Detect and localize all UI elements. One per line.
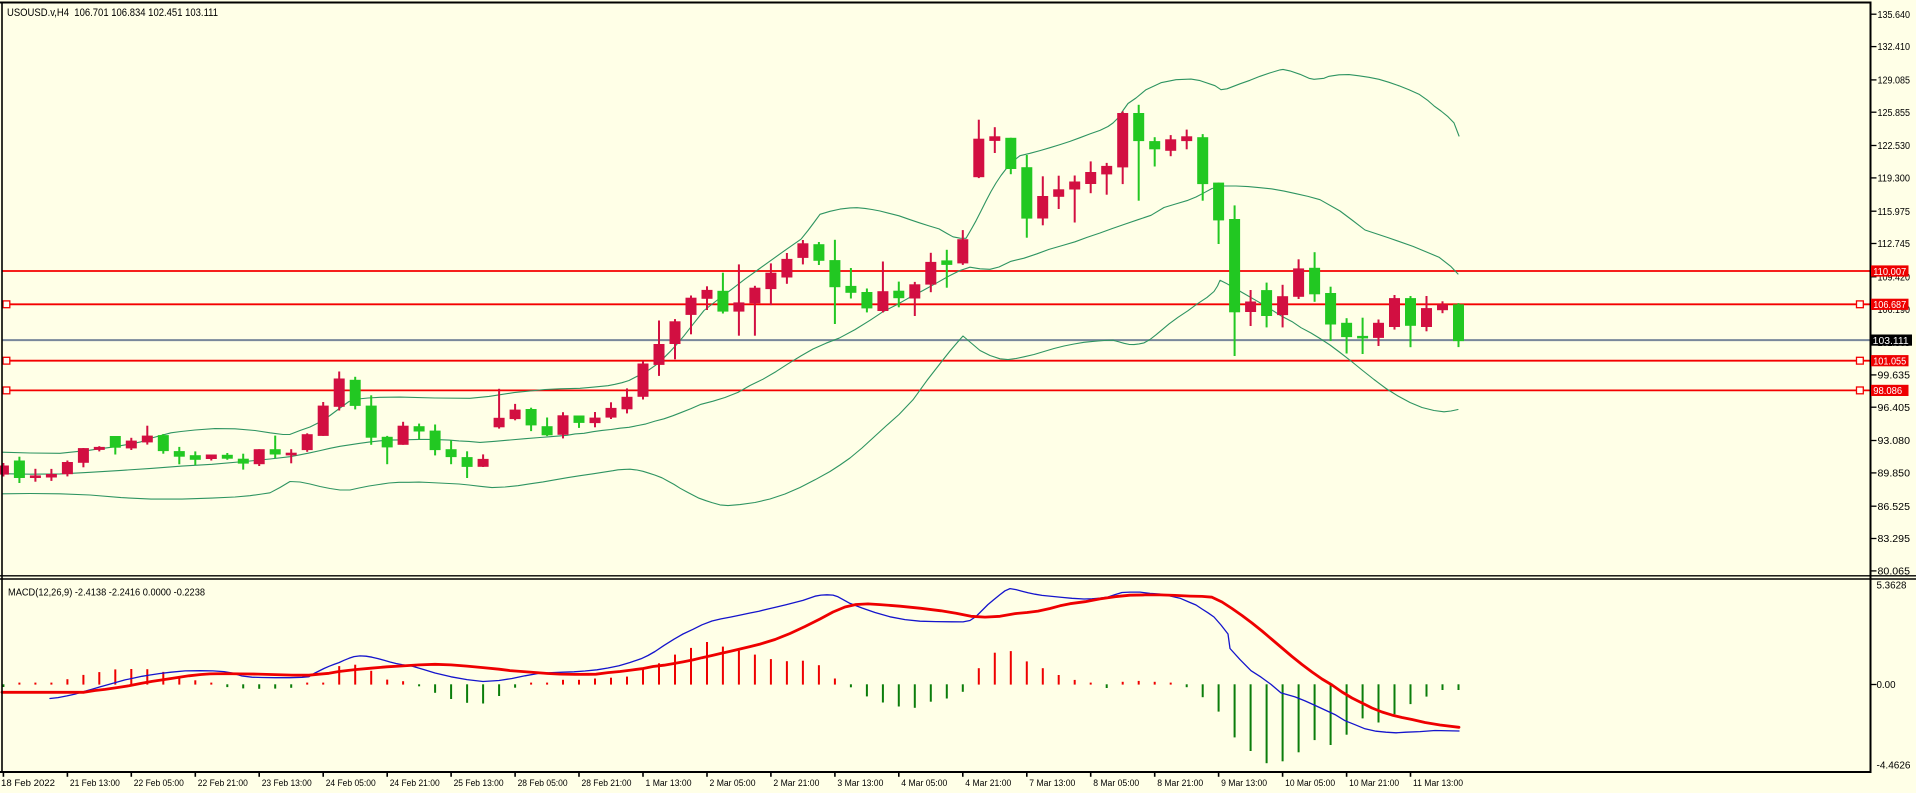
svg-text:9 Mar 13:00: 9 Mar 13:00 [1221,777,1267,788]
svg-text:25 Feb 13:00: 25 Feb 13:00 [454,777,504,788]
svg-text:125.855: 125.855 [1878,108,1911,119]
svg-text:83.295: 83.295 [1878,534,1911,545]
svg-text:23 Feb 13:00: 23 Feb 13:00 [262,777,312,788]
svg-text:112.745: 112.745 [1878,239,1911,250]
svg-text:89.850: 89.850 [1878,469,1911,480]
svg-text:115.975: 115.975 [1878,207,1911,218]
svg-text:2 Mar 21:00: 2 Mar 21:00 [773,777,819,788]
svg-text:122.530: 122.530 [1878,141,1911,152]
svg-text:106.190: 106.190 [1878,305,1911,316]
svg-text:28 Feb 21:00: 28 Feb 21:00 [582,777,632,788]
svg-text:135.640: 135.640 [1878,10,1911,21]
svg-text:22 Feb 05:00: 22 Feb 05:00 [134,777,184,788]
svg-text:22 Feb 21:00: 22 Feb 21:00 [198,777,248,788]
svg-text:93.080: 93.080 [1878,436,1911,447]
svg-text:0.00: 0.00 [1877,680,1896,691]
svg-text:MACD(12,26,9) -2.4138 -2.2416: MACD(12,26,9) -2.4138 -2.2416 0.0000 -0.… [8,588,205,599]
svg-text:109.420: 109.420 [1878,272,1911,283]
svg-text:24 Feb 21:00: 24 Feb 21:00 [390,777,440,788]
svg-text:99.635: 99.635 [1878,371,1911,382]
svg-text:2 Mar 05:00: 2 Mar 05:00 [710,777,756,788]
svg-text:24 Feb 05:00: 24 Feb 05:00 [326,777,376,788]
svg-text:8 Mar 05:00: 8 Mar 05:00 [1093,777,1139,788]
svg-text:3 Mar 13:00: 3 Mar 13:00 [837,777,883,788]
svg-text:96.405: 96.405 [1878,403,1911,414]
svg-text:10 Mar 05:00: 10 Mar 05:00 [1285,777,1335,788]
svg-text:86.525: 86.525 [1878,502,1911,513]
svg-text:80.065: 80.065 [1878,567,1911,578]
svg-text:98.086: 98.086 [1873,386,1902,397]
svg-text:129.085: 129.085 [1878,76,1911,87]
svg-text:10 Mar 21:00: 10 Mar 21:00 [1349,777,1399,788]
svg-text:28 Feb 05:00: 28 Feb 05:00 [518,777,568,788]
svg-text:11 Mar 13:00: 11 Mar 13:00 [1413,777,1463,788]
svg-text:7 Mar 13:00: 7 Mar 13:00 [1029,777,1075,788]
svg-text:18 Feb 2022: 18 Feb 2022 [1,777,55,788]
svg-text:110.007: 110.007 [1873,267,1906,278]
svg-text:1 Mar 13:00: 1 Mar 13:00 [646,777,692,788]
svg-text:119.300: 119.300 [1878,174,1911,185]
svg-text:USOUSD.v,H4 106.701 106.834 1: USOUSD.v,H4 106.701 106.834 102.451 103.… [7,7,218,19]
svg-text:103.111: 103.111 [1873,336,1909,347]
svg-text:5.3628: 5.3628 [1877,581,1907,592]
svg-text:4 Mar 05:00: 4 Mar 05:00 [901,777,947,788]
svg-text:8 Mar 21:00: 8 Mar 21:00 [1157,777,1203,788]
svg-text:4 Mar 21:00: 4 Mar 21:00 [965,777,1011,788]
svg-text:132.410: 132.410 [1878,42,1911,53]
svg-text:21 Feb 13:00: 21 Feb 13:00 [70,777,120,788]
svg-text:-4.4626: -4.4626 [1877,761,1911,772]
svg-text:106.687: 106.687 [1873,300,1906,311]
svg-text:101.055: 101.055 [1873,357,1906,368]
